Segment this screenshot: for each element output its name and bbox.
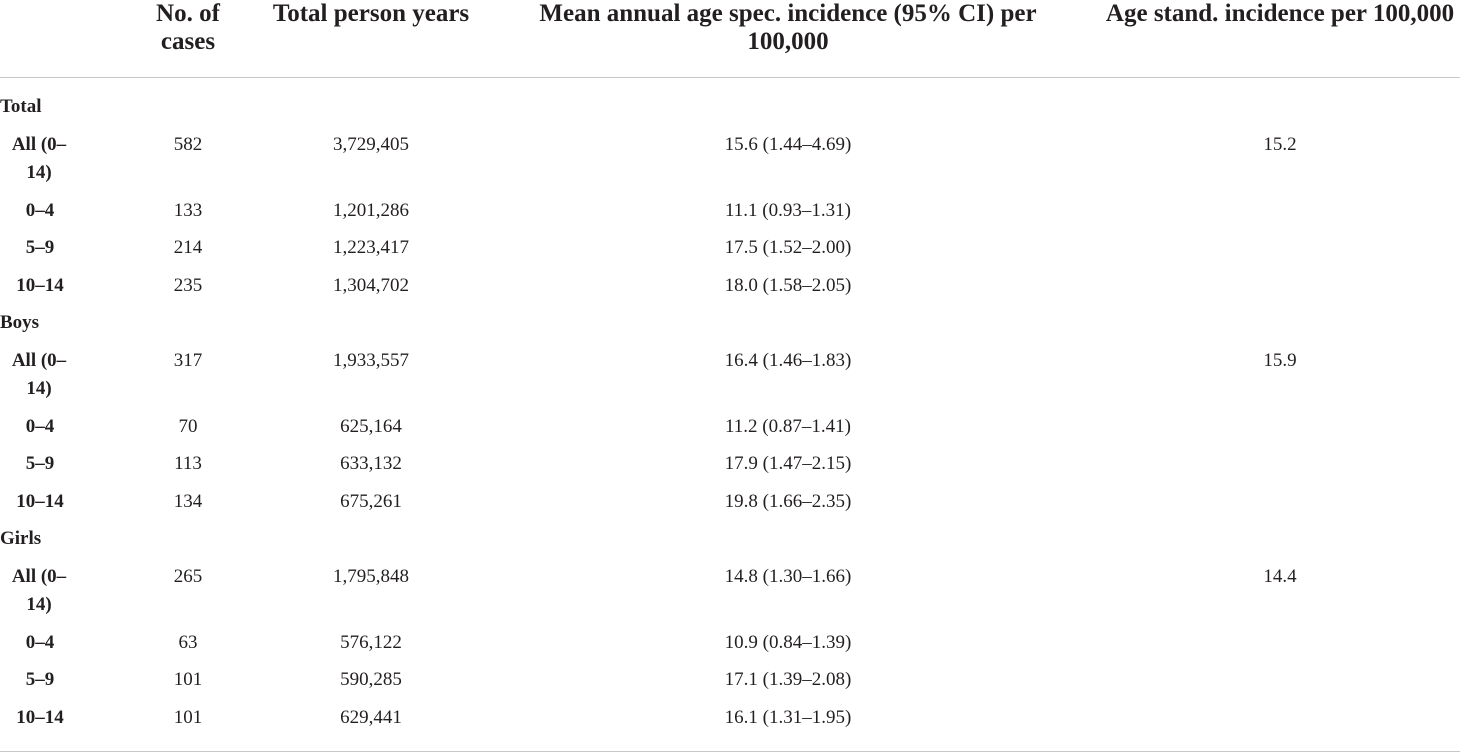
age-group-label: 10–14 <box>16 275 64 296</box>
person-years-cell: 1,933,557 <box>333 350 409 371</box>
age-group-label: 0–4 <box>25 200 55 221</box>
person-years-cell: 1,223,417 <box>333 237 409 258</box>
group-row: Girls <box>0 525 1460 553</box>
age-group-label: 10–14 <box>16 707 64 728</box>
person-years-cell: 590,285 <box>340 669 402 690</box>
table-row: 0–4 133 1,201,286 11.1 (0.93–1.31) <box>0 197 1460 225</box>
mean-incidence-cell: 11.2 (0.87–1.41) <box>725 416 851 437</box>
cases-cell: 134 <box>173 491 203 512</box>
header-person-years: Total person years <box>272 0 470 27</box>
table-row: 5–9 101 590,285 17.1 (1.39–2.08) <box>0 666 1460 694</box>
age-std-cell: 15.9 <box>1263 350 1297 371</box>
group-label: Boys <box>0 312 40 333</box>
mean-incidence-cell: 17.1 (1.39–2.08) <box>724 669 852 690</box>
table-row: All (0–14) 265 1,795,848 14.8 (1.30–1.66) 14… <box>0 563 1460 619</box>
table-row: 5–9 214 1,223,417 17.5 (1.52–2.00) <box>0 234 1460 262</box>
cases-cell: 582 <box>173 134 203 155</box>
age-group-label: All (0–14) <box>11 350 67 399</box>
cases-cell: 265 <box>173 566 203 587</box>
group-label: Girls <box>0 528 42 549</box>
table-row: 0–4 63 576,122 10.9 (0.84–1.39) <box>0 629 1460 657</box>
age-group-label: 10–14 <box>16 491 64 512</box>
table-row: 0–4 70 625,164 11.2 (0.87–1.41) <box>0 413 1460 441</box>
mean-incidence-cell: 16.1 (1.31–1.95) <box>724 707 852 728</box>
mean-incidence-cell: 17.5 (1.52–2.00) <box>724 237 852 258</box>
age-group-label: 5–9 <box>25 669 55 690</box>
mean-incidence-cell: 18.0 (1.58–2.05) <box>724 275 852 296</box>
mean-incidence-cell: 17.9 (1.47–2.15) <box>724 453 852 474</box>
age-group-label: 5–9 <box>25 453 55 474</box>
cases-cell: 63 <box>178 632 198 653</box>
header-age-standardized: Age stand. incidence per 100,000 <box>1105 0 1455 27</box>
table-row: 10–14 235 1,304,702 18.0 (1.58–2.05) <box>0 272 1460 300</box>
table-row: 5–9 113 633,132 17.9 (1.47–2.15) <box>0 450 1460 478</box>
header-cases: No. of cases <box>156 0 220 55</box>
group-label: Total <box>0 96 42 117</box>
mean-incidence-cell: 16.4 (1.46–1.83) <box>724 350 852 371</box>
age-std-cell: 14.4 <box>1263 566 1297 587</box>
table-bottom-rule <box>0 751 1460 752</box>
age-std-cell: 15.2 <box>1263 134 1297 155</box>
cases-cell: 113 <box>174 453 202 474</box>
age-group-label: All (0–14) <box>11 566 67 615</box>
header-mean-incidence: Mean annual age spec. incidence (95% CI)… <box>539 0 1037 55</box>
cases-cell: 101 <box>173 707 203 728</box>
cases-cell: 235 <box>173 275 203 296</box>
group-row: Boys <box>0 309 1460 337</box>
person-years-cell: 576,122 <box>340 632 402 653</box>
age-group-label: 5–9 <box>25 237 55 258</box>
cases-cell: 317 <box>173 350 203 371</box>
table-row: All (0–14) 582 3,729,405 15.6 (1.44–4.69) 15… <box>0 131 1460 187</box>
mean-incidence-cell: 19.8 (1.66–2.35) <box>724 491 852 512</box>
group-row: Total <box>0 93 1460 121</box>
table-row: 10–14 101 629,441 16.1 (1.31–1.95) <box>0 704 1460 732</box>
mean-incidence-cell: 15.6 (1.44–4.69) <box>724 134 852 155</box>
mean-incidence-cell: 10.9 (0.84–1.39) <box>724 632 852 653</box>
person-years-cell: 675,261 <box>340 491 402 512</box>
mean-incidence-cell: 14.8 (1.30–1.66) <box>724 566 852 587</box>
table-row: All (0–14) 317 1,933,557 16.4 (1.46–1.83) 15… <box>0 347 1460 403</box>
age-group-label: 0–4 <box>25 632 55 653</box>
cases-cell: 70 <box>178 416 198 437</box>
mean-incidence-cell: 11.1 (0.93–1.31) <box>725 200 851 221</box>
person-years-cell: 1,795,848 <box>333 566 409 587</box>
cases-cell: 133 <box>173 200 203 221</box>
cases-cell: 214 <box>173 237 203 258</box>
cases-cell: 101 <box>173 669 203 690</box>
person-years-cell: 1,304,702 <box>333 275 409 296</box>
age-group-label: 0–4 <box>25 416 55 437</box>
person-years-cell: 625,164 <box>340 416 402 437</box>
person-years-cell: 3,729,405 <box>333 134 409 155</box>
table-row: 10–14 134 675,261 19.8 (1.66–2.35) <box>0 488 1460 516</box>
age-group-label: All (0–14) <box>11 134 67 183</box>
person-years-cell: 633,132 <box>340 453 402 474</box>
person-years-cell: 1,201,286 <box>333 200 409 221</box>
table-header: No. of cases Total person years Mean ann… <box>0 0 1460 78</box>
person-years-cell: 629,441 <box>340 707 402 728</box>
